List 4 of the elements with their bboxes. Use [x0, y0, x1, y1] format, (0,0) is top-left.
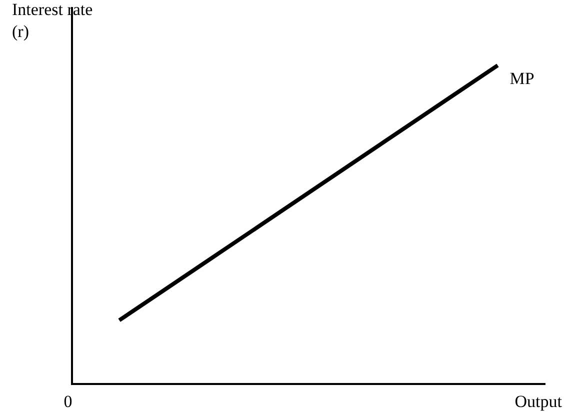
series-label: MP: [510, 68, 534, 88]
text: 0: [64, 392, 72, 411]
y-axis-title: Interest rate (r): [12, 0, 93, 41]
x-axis-title: Output: [514, 392, 562, 411]
